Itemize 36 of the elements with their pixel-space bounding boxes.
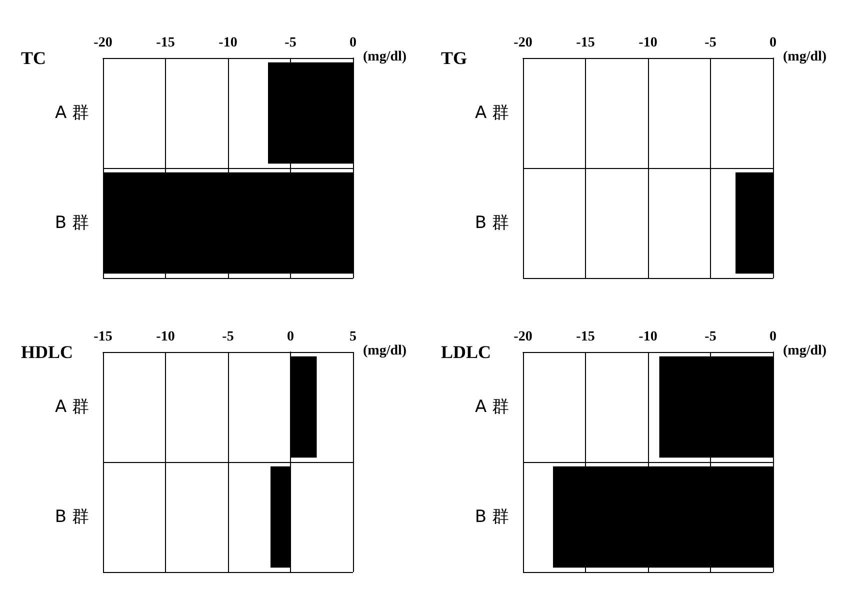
y-tick-label: B 群 — [474, 213, 509, 233]
x-tick-label: -5 — [704, 36, 716, 50]
x-tick-label: -10 — [638, 36, 658, 50]
y-tick-label: B 群 — [54, 213, 89, 233]
y-tick-label: A 群 — [54, 397, 89, 417]
x-axis-title: (mg/dl) — [363, 50, 407, 64]
x-axis-title: (mg/dl) — [783, 344, 827, 358]
x-tick-label: 0 — [287, 330, 294, 344]
x-tick-label: -10 — [638, 330, 658, 344]
y-tick-label: A 群 — [54, 103, 89, 123]
y-tick-label: B 群 — [54, 507, 89, 527]
x-tick-label: -5 — [284, 36, 296, 50]
x-tick-label: -10 — [156, 330, 175, 344]
x-tick-label: 5 — [350, 330, 356, 344]
x-tick-label: -15 — [576, 330, 595, 344]
y-tick-label: A 群 — [474, 103, 509, 123]
x-axis-title: (mg/dl) — [783, 50, 827, 64]
x-tick-label: 0 — [770, 36, 776, 50]
y-tick-label: A 群 — [474, 397, 509, 417]
x-axis-title: (mg/dl) — [363, 344, 407, 358]
x-tick-label: -20 — [514, 330, 532, 344]
chart-title: TC — [21, 48, 46, 68]
y-tick-label: B 群 — [474, 507, 509, 527]
x-tick-label: -15 — [156, 36, 175, 50]
x-tick-label: -15 — [94, 330, 112, 344]
x-tick-label: -20 — [514, 36, 532, 50]
x-tick-label: 0 — [770, 330, 776, 344]
x-tick-label: -15 — [576, 36, 595, 50]
x-tick-label: -20 — [94, 36, 112, 50]
x-tick-label: -10 — [218, 36, 238, 50]
chart-title: TG — [441, 48, 468, 68]
chart-title: LDLC — [441, 342, 492, 362]
x-tick-label: 0 — [350, 36, 356, 50]
x-tick-label: -5 — [704, 330, 716, 344]
x-tick-label: -5 — [222, 330, 234, 344]
chart-title: HDLC — [21, 342, 74, 362]
